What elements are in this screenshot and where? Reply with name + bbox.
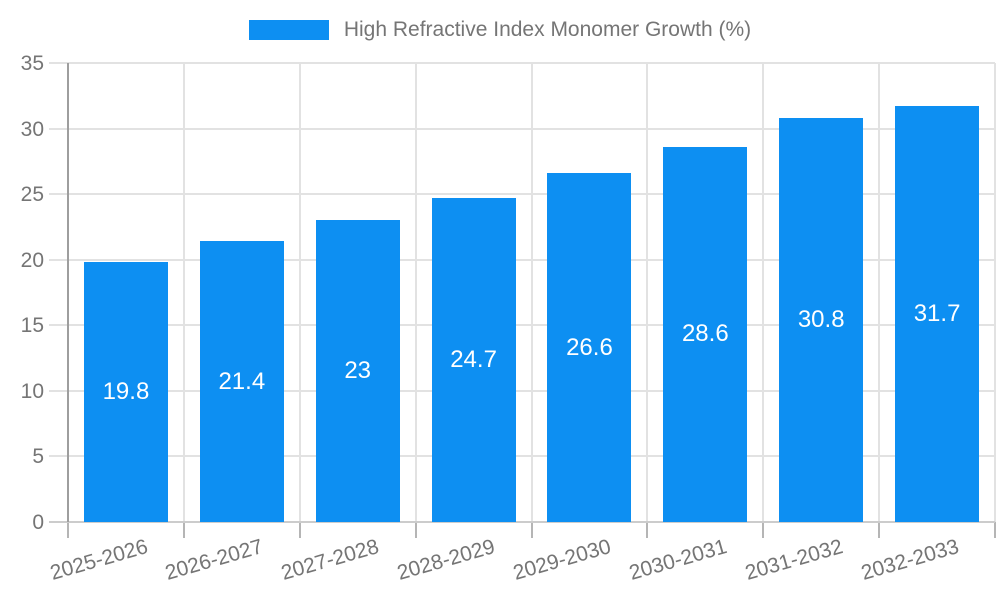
gridline-vertical <box>878 63 881 522</box>
y-axis-label: 25 <box>20 183 44 207</box>
x-axis-tick <box>646 522 649 538</box>
gridline-horizontal <box>49 455 995 458</box>
y-axis-line <box>67 63 69 522</box>
x-axis-label: 2032-2033 <box>858 535 962 585</box>
gridline-horizontal <box>49 62 995 64</box>
bar-value-label: 26.6 <box>566 333 613 361</box>
y-axis-label: 15 <box>20 314 44 338</box>
gridline-horizontal <box>49 324 995 327</box>
x-axis-tick <box>994 522 996 538</box>
x-axis-label: 2026-2027 <box>162 535 266 585</box>
gridline-vertical <box>646 63 649 522</box>
x-axis-label: 2031-2032 <box>742 535 846 585</box>
x-axis-tick <box>67 522 69 538</box>
x-axis-tick <box>878 522 881 538</box>
gridline-vertical <box>298 63 301 522</box>
y-axis-label: 20 <box>20 248 44 272</box>
x-axis-label: 2027-2028 <box>278 535 382 585</box>
x-axis-label: 2028-2029 <box>394 535 498 585</box>
y-axis-label: 10 <box>20 379 44 403</box>
bar: 30.8 <box>779 118 864 522</box>
bar: 21.4 <box>199 241 284 522</box>
bar: 28.6 <box>663 146 748 522</box>
gridline-vertical <box>530 63 533 522</box>
bar-value-label: 19.8 <box>102 378 150 406</box>
gridline-vertical <box>994 63 996 522</box>
y-axis-label: 0 <box>32 511 44 534</box>
x-axis-label: 2030-2031 <box>626 535 730 585</box>
bar-value-label: 30.8 <box>797 306 845 334</box>
gridline-vertical <box>182 63 185 522</box>
gridline-horizontal <box>49 258 995 261</box>
legend-label: High Refractive Index Monomer Growth (%) <box>343 18 752 41</box>
y-axis-label: 5 <box>32 445 44 469</box>
x-axis-tick <box>530 522 533 538</box>
bar: 24.7 <box>431 198 516 522</box>
x-axis-tick <box>298 522 301 538</box>
gridline-vertical <box>762 63 765 522</box>
bar-value-label: 24.7 <box>450 346 497 374</box>
gridline-horizontal <box>49 193 995 196</box>
bar: 31.7 <box>895 106 980 522</box>
bar: 26.6 <box>547 173 632 522</box>
x-axis-label: 2029-2030 <box>510 535 614 585</box>
x-axis-tick <box>414 522 417 538</box>
bar-value-label: 31.7 <box>913 300 961 328</box>
x-axis-label: 2025-2026 <box>47 535 151 585</box>
gridline-vertical <box>414 63 417 522</box>
gridline-horizontal <box>49 389 995 392</box>
legend-swatch <box>248 20 329 40</box>
bar: 23 <box>315 220 400 522</box>
gridline-horizontal <box>49 127 995 130</box>
gridline-horizontal <box>49 521 995 523</box>
bar-value-label: 23 <box>344 357 372 385</box>
x-axis-tick <box>762 522 765 538</box>
chart-legend[interactable]: High Refractive Index Monomer Growth (%) <box>0 18 1000 42</box>
bar-value-label: 21.4 <box>218 367 266 395</box>
y-axis-label: 30 <box>20 117 44 141</box>
y-axis-label: 35 <box>20 52 44 75</box>
x-axis-tick <box>182 522 185 538</box>
bar-value-label: 28.6 <box>681 320 729 348</box>
bar: 19.8 <box>83 262 168 522</box>
